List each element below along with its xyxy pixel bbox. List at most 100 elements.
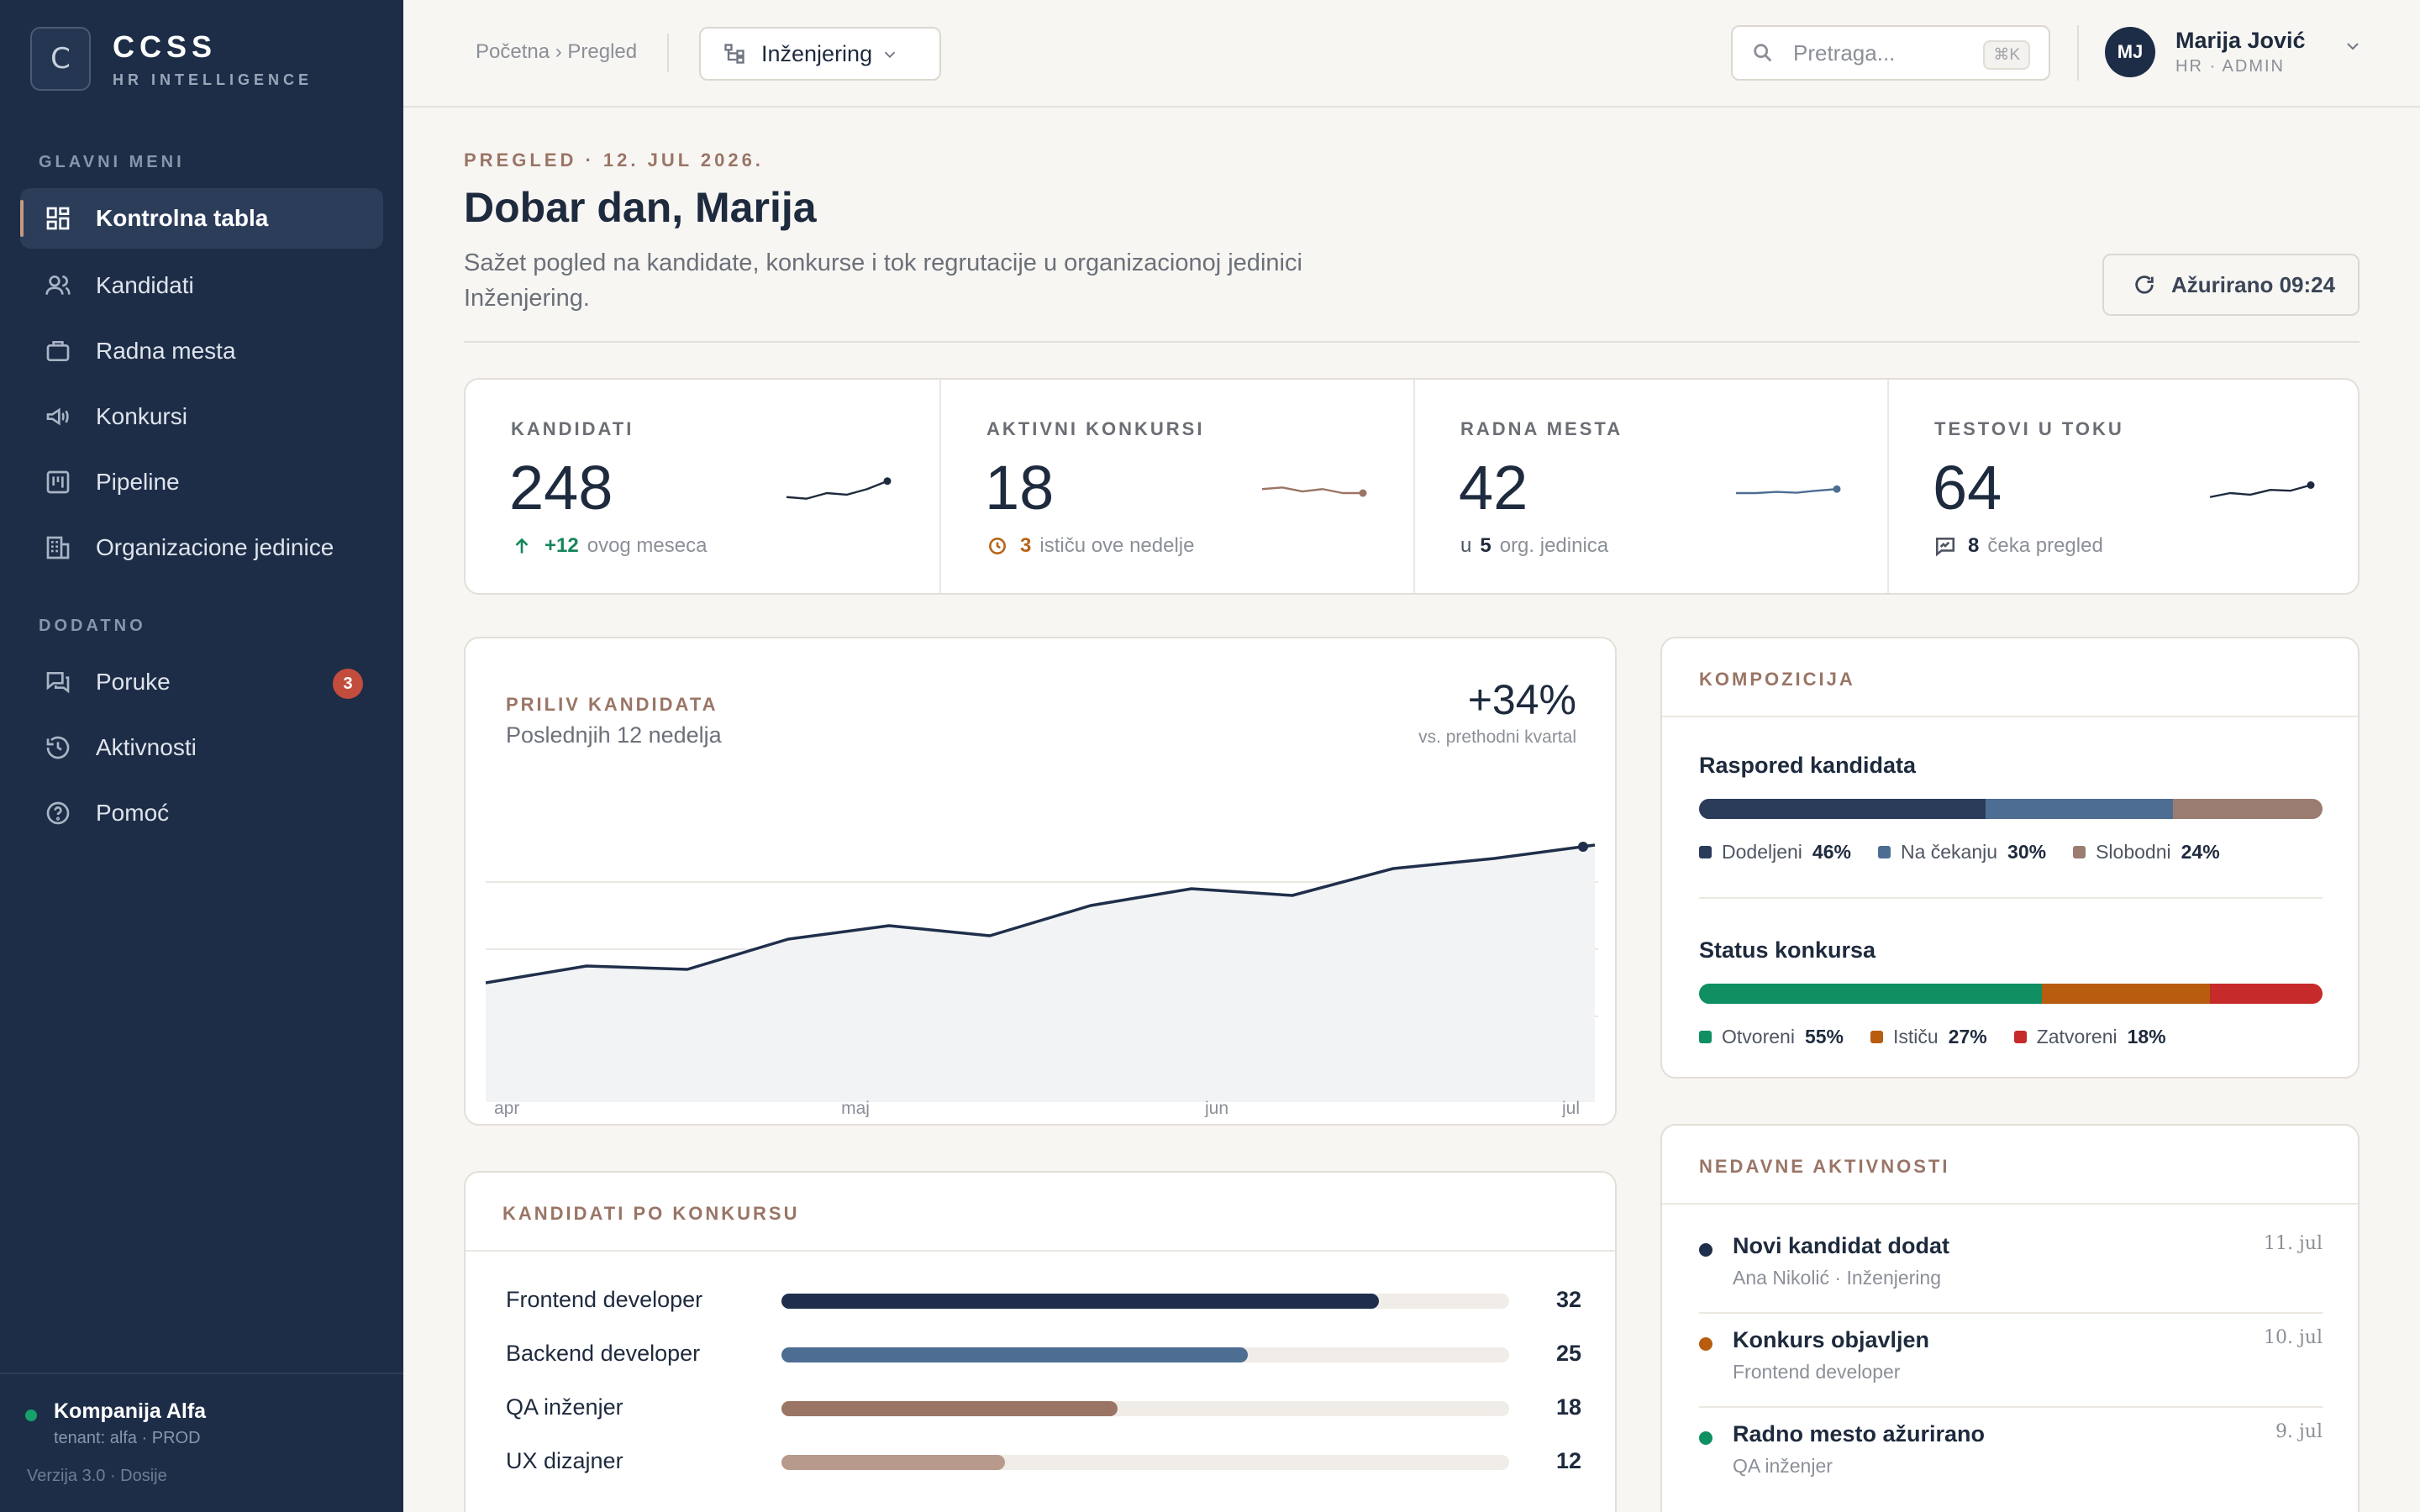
tenant-switcher[interactable]: Kompanija Alfa tenant: alfa · PROD xyxy=(25,1399,206,1448)
legend-item: Dodeljeni 46% xyxy=(1699,841,1851,864)
sparkline-endpoint xyxy=(2307,481,2315,489)
bar-fill xyxy=(781,1401,1118,1416)
stat-value: 42 xyxy=(1459,453,1528,522)
org-unit-select[interactable]: Inženjering xyxy=(699,27,941,81)
legend-label: Slobodni xyxy=(2096,841,2171,863)
contest-name: Backend developer xyxy=(506,1341,701,1366)
user-role: HR · ADMIN xyxy=(2175,57,2285,76)
sidebar-item-candidates[interactable]: Kandidati xyxy=(20,255,383,316)
contest-count: 12 xyxy=(1555,1448,1581,1473)
activity-title: Novi kandidat dodat xyxy=(1733,1233,1950,1258)
activity-item[interactable]: Radno mesto ažurirano QA inženjer 9. jul xyxy=(1699,1413,2323,1505)
sidebar-item-positions[interactable]: Radna mesta xyxy=(20,321,383,381)
brand-logo: C xyxy=(30,27,91,91)
sparkline xyxy=(1261,486,1367,497)
stat-subtext: 8 čeka pregled xyxy=(1934,534,2103,558)
stat-note: ovog meseca xyxy=(587,534,708,557)
stat-delta: 8 xyxy=(1968,534,1980,557)
contest-row[interactable]: QA inženjer 18 xyxy=(506,1391,1581,1425)
legend-item: Na čekanju 30% xyxy=(1877,841,2046,864)
contest-row[interactable]: Backend developer 25 xyxy=(506,1337,1581,1371)
chevron-down-icon xyxy=(2346,43,2359,50)
sidebar-item-pipeline[interactable]: Pipeline xyxy=(20,452,383,512)
sidebar-item-contests[interactable]: Konkursi xyxy=(20,386,383,447)
arrow-up-icon xyxy=(515,538,529,554)
sidebar-item-label: Radna mesta xyxy=(96,338,236,364)
sidebar-item-activity[interactable]: Aktivnosti xyxy=(20,717,383,778)
segment-dodeljeni xyxy=(1699,799,1986,819)
stat-candidates[interactable]: KANDIDATI 248 +12 ovog meseca xyxy=(466,380,939,593)
chart-title: PRILIV KANDIDATA xyxy=(506,694,718,715)
x-tick-label: apr xyxy=(494,1099,519,1117)
activity-item[interactable]: Konkurs objavljen Frontend developer 10.… xyxy=(1699,1319,2323,1411)
sparkline-line xyxy=(1261,486,1363,495)
activity-subtitle: Ana Nikolić · Inženjering xyxy=(1733,1267,1942,1289)
briefcase-icon xyxy=(44,337,72,365)
candidate-distribution: Raspored kandidata Dodeljeni 46% Na čekanj… xyxy=(1699,753,2323,864)
legend-value: 55% xyxy=(1804,1026,1844,1047)
legend-label: Ističu xyxy=(1892,1026,1939,1047)
stat-label: TESTOVI U TOKU xyxy=(1934,418,2124,439)
contest-name: UX dizajner xyxy=(506,1448,623,1473)
legend: Otvoreni 55% Ističu 27% Zatvoreni 18% xyxy=(1699,1026,2323,1048)
stat-value: 18 xyxy=(985,453,1055,522)
candidates-by-contest-card: KANDIDATI PO KONKURSU Frontend developer… xyxy=(464,1171,1617,1512)
legend-value: 46% xyxy=(1812,841,1851,863)
bar-fill xyxy=(781,1455,1006,1470)
breadcrumb[interactable]: Početna › Pregled xyxy=(476,40,638,63)
stat-label: AKTIVNI KONKURSI xyxy=(986,418,1205,439)
legend-swatch xyxy=(1877,846,1891,858)
refresh-button[interactable]: Ažurirano 09:24 xyxy=(2102,254,2360,316)
kanban-icon xyxy=(44,468,72,496)
topbar: Početna › Pregled Inženjering Pretraga..… xyxy=(403,0,2420,108)
main-menu-label: GLAVNI MENI xyxy=(39,153,185,171)
search-placeholder: Pretraga... xyxy=(1793,39,1896,66)
sidebar-item-messages[interactable]: Poruke 3 xyxy=(20,652,383,712)
activity-date: 9. jul xyxy=(2275,1421,2323,1442)
sidebar-item-help[interactable]: Pomoć xyxy=(20,783,383,843)
segment-ističu xyxy=(2042,984,2211,1004)
user-menu[interactable]: MJ Marija Jović HR · ADMIN xyxy=(2105,27,2363,77)
stat-delta: 5 xyxy=(1480,534,1491,557)
activity-dot xyxy=(1699,1431,1712,1445)
tenant-name: Kompanija Alfa xyxy=(54,1399,207,1423)
page-title: Dobar dan, Marija xyxy=(464,184,817,231)
megaphone-icon xyxy=(44,402,72,431)
x-tick-label: maj xyxy=(841,1099,870,1117)
activity-subtitle: QA inženjer xyxy=(1733,1455,1833,1477)
contest-row[interactable]: Frontend developer 32 xyxy=(506,1284,1581,1317)
stacked-bar xyxy=(1699,799,2323,819)
divider xyxy=(1699,1312,2323,1314)
search-shortcut: ⌘K xyxy=(1983,40,2030,70)
stat-active-contests[interactable]: AKTIVNI KONKURSI 18 3 ističu ove nedelje xyxy=(939,380,1413,593)
stat-positions[interactable]: RADNA MESTA 42 u 5 org. jedinica xyxy=(1413,380,1887,593)
sparkline-endpoint xyxy=(1359,489,1367,497)
sidebar-item-label: Konkursi xyxy=(96,403,187,429)
activity-dot xyxy=(1699,1243,1712,1257)
stat-tests[interactable]: TESTOVI U TOKU 64 8 čeka pregled xyxy=(1887,380,2361,593)
search-input[interactable]: Pretraga... ⌘K xyxy=(1731,25,2050,81)
sidebar-item-org-units[interactable]: Organizacione jedinice xyxy=(20,517,383,578)
stacked-bar xyxy=(1699,984,2323,1004)
activity-item[interactable]: Novi kandidat dodat Ana Nikolić · Inženj… xyxy=(1699,1225,2323,1317)
divider xyxy=(1699,1406,2323,1408)
legend-swatch xyxy=(1699,1031,1712,1043)
brand[interactable]: C CCSS HR INTELLIGENCE xyxy=(30,27,313,91)
hierarchy-icon xyxy=(724,44,744,64)
x-tick-label: jul xyxy=(1561,1099,1580,1117)
sidebar-item-dashboard[interactable]: Kontrolna tabla xyxy=(20,188,383,249)
contest-count: 32 xyxy=(1555,1287,1581,1312)
sparkline-endpoint xyxy=(1833,485,1841,493)
legend-label: Dodeljeni xyxy=(1722,841,1802,863)
segment-na-čekanju xyxy=(1986,799,2173,819)
segment-zatvoreni xyxy=(2210,984,2323,1004)
contest-row[interactable]: UX dizajner 12 xyxy=(506,1445,1581,1478)
status-dot xyxy=(25,1410,37,1421)
legend-value: 18% xyxy=(2127,1026,2166,1047)
legend-item: Ističu 27% xyxy=(1870,1026,1987,1048)
sidebar-item-label: Aktivnosti xyxy=(96,734,197,760)
series-line xyxy=(486,843,1596,984)
stat-label: KANDIDATI xyxy=(511,418,634,439)
legend-swatch xyxy=(1870,1031,1883,1043)
contest-name: Frontend developer xyxy=(506,1287,703,1312)
